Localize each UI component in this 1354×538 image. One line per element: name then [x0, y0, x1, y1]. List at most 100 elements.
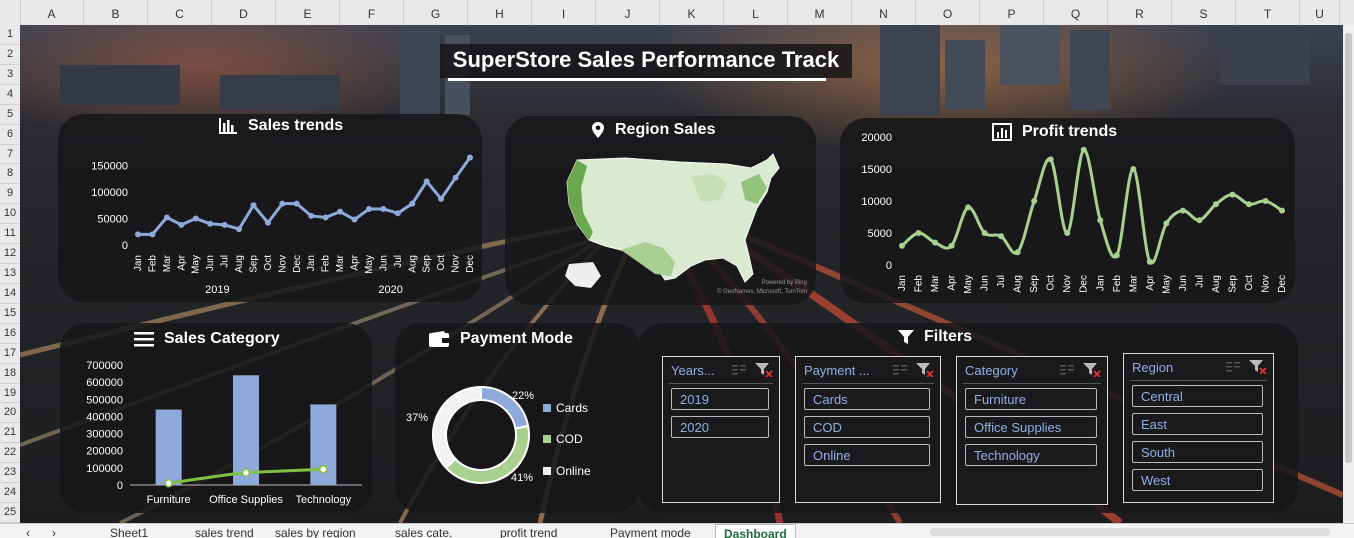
row-header[interactable]: 19 [0, 384, 20, 404]
vertical-scroll-thumb[interactable] [1345, 33, 1352, 463]
slicer-item[interactable]: Technology [965, 444, 1097, 466]
row-header[interactable]: 4 [0, 85, 20, 105]
row-header[interactable]: 10 [0, 204, 20, 225]
slicer-item[interactable]: 2020 [671, 416, 769, 438]
row-header[interactable]: 20 [0, 403, 20, 424]
column-header[interactable]: B [84, 0, 148, 25]
column-header[interactable]: O [916, 0, 980, 25]
column-header[interactable]: G [404, 0, 468, 25]
row-header[interactable]: 11 [0, 224, 20, 245]
row-header[interactable]: 2 [0, 45, 20, 65]
row-header[interactable]: 25 [0, 503, 20, 523]
column-header[interactable]: U [1300, 0, 1340, 25]
profit-trends-chart: 0 5000 10000 15000 20000 Jan Feb Mar Apr May Jun Ju… [861, 132, 1288, 294]
slicer-item[interactable]: Cards [804, 388, 930, 410]
slicer[interactable]: Payment ... Cards COD Online [795, 356, 941, 503]
row-header[interactable]: 15 [0, 304, 20, 324]
row-header[interactable]: 14 [0, 284, 20, 304]
row-header[interactable]: 8 [0, 164, 20, 185]
column-header[interactable]: L [724, 0, 788, 25]
tab-scroll-left-icon[interactable]: ‹ [26, 526, 30, 538]
slicer-item[interactable]: West [1132, 469, 1263, 491]
slicer[interactable]: Years... 2019 2020 [662, 356, 780, 503]
slicer-item[interactable]: Office Supplies [965, 416, 1097, 438]
horizontal-scrollbar[interactable] [930, 528, 1330, 536]
column-header[interactable]: N [852, 0, 916, 25]
clear-filter-icon[interactable] [1083, 363, 1101, 382]
profit-trends-panel[interactable]: Profit trends 0 5000 10000 15000 20000 Jan Feb… [840, 118, 1295, 303]
row-header[interactable]: 9 [0, 184, 20, 205]
slicer-item[interactable]: COD [804, 416, 930, 438]
clear-filter-icon[interactable] [916, 363, 934, 382]
vertical-scrollbar[interactable] [1343, 25, 1354, 523]
slicer-item[interactable]: South [1132, 441, 1263, 463]
tab-scroll-right-icon[interactable]: › [52, 526, 56, 538]
clear-filter-icon[interactable] [755, 363, 773, 382]
column-header[interactable]: M [788, 0, 852, 25]
row-header[interactable]: 5 [0, 105, 20, 125]
row-header[interactable]: 1 [0, 25, 20, 45]
row-header[interactable]: 24 [0, 483, 20, 504]
row-header[interactable]: 7 [0, 145, 20, 165]
sheet-tab[interactable]: sales by region [275, 526, 356, 538]
y-tick-label: 15000 [861, 164, 892, 176]
multi-select-icon[interactable] [1059, 363, 1075, 382]
multi-select-icon[interactable] [892, 363, 908, 382]
row-header[interactable]: 23 [0, 463, 20, 484]
sheet-tab[interactable]: Sheet1 [110, 526, 149, 538]
column-header[interactable]: D [212, 0, 276, 25]
funnel-icon [898, 330, 914, 344]
row-header[interactable]: 17 [0, 344, 20, 364]
x-group-label: 2020 [378, 284, 402, 296]
sheet-tab[interactable]: Dashboard [715, 524, 796, 538]
slicer[interactable]: Region Central East South West [1123, 353, 1274, 503]
slicer-item[interactable]: East [1132, 413, 1263, 435]
row-header[interactable]: 3 [0, 65, 20, 85]
sales-trends-panel[interactable]: Sales trends 0 50000 100000 150000 Jan Feb Mar… [58, 114, 482, 302]
x-tick-label: Oct [1244, 275, 1255, 291]
column-header[interactable]: C [148, 0, 212, 25]
slicer[interactable]: Category Furniture Office Supplies Technolo… [956, 356, 1108, 505]
column-header[interactable]: P [980, 0, 1044, 25]
multi-select-icon[interactable] [1225, 360, 1241, 379]
slicer-item[interactable]: Online [804, 444, 930, 466]
sheet-tab[interactable]: sales trend [195, 526, 254, 538]
row-header[interactable]: 13 [0, 264, 20, 284]
row-header[interactable]: 21 [0, 423, 20, 444]
payment-mode-panel[interactable]: Payment Mode 22% 41% 37% Cards COD Online [395, 323, 640, 513]
map-northeast [741, 174, 767, 204]
sheet-tab[interactable]: profit trend [500, 526, 558, 538]
column-header[interactable]: R [1108, 0, 1172, 25]
clear-filter-icon[interactable] [1249, 360, 1267, 379]
legend-cod: COD [543, 432, 583, 446]
x-tick-label: Aug [1211, 275, 1222, 293]
y-tick-label: 0 [886, 260, 892, 272]
column-header[interactable]: Q [1044, 0, 1108, 25]
region-sales-panel[interactable]: Region Sales Powered by Bing © GeoNames,… [505, 116, 816, 305]
column-header[interactable]: J [596, 0, 660, 25]
sales-category-panel[interactable]: Sales Category 0 100000 200000 300000 400000… [60, 323, 372, 513]
column-header[interactable]: H [468, 0, 532, 25]
column-header[interactable]: T [1236, 0, 1300, 25]
data-point [1245, 201, 1252, 208]
row-header[interactable]: 16 [0, 324, 20, 344]
row-header[interactable]: 6 [0, 125, 20, 145]
row-header[interactable]: 18 [0, 364, 20, 384]
sheet-tab[interactable]: sales cate. [395, 526, 453, 538]
sheet-tab[interactable]: Payment mode [610, 526, 691, 538]
row-header[interactable]: 12 [0, 244, 20, 265]
slicer-item[interactable]: 2019 [671, 388, 769, 410]
row-header[interactable]: 22 [0, 443, 20, 464]
column-header[interactable]: F [340, 0, 404, 25]
column-header[interactable]: K [660, 0, 724, 25]
slicer-item[interactable]: Central [1132, 385, 1263, 407]
select-all-corner[interactable] [0, 0, 21, 25]
column-header[interactable]: A [20, 0, 84, 25]
column-header[interactable]: E [276, 0, 340, 25]
x-tick-label: Dec [1277, 275, 1288, 293]
x-tick-label: May [1161, 275, 1172, 294]
multi-select-icon[interactable] [731, 363, 747, 382]
column-header[interactable]: S [1172, 0, 1236, 25]
slicer-item[interactable]: Furniture [965, 388, 1097, 410]
column-header[interactable]: I [532, 0, 596, 25]
